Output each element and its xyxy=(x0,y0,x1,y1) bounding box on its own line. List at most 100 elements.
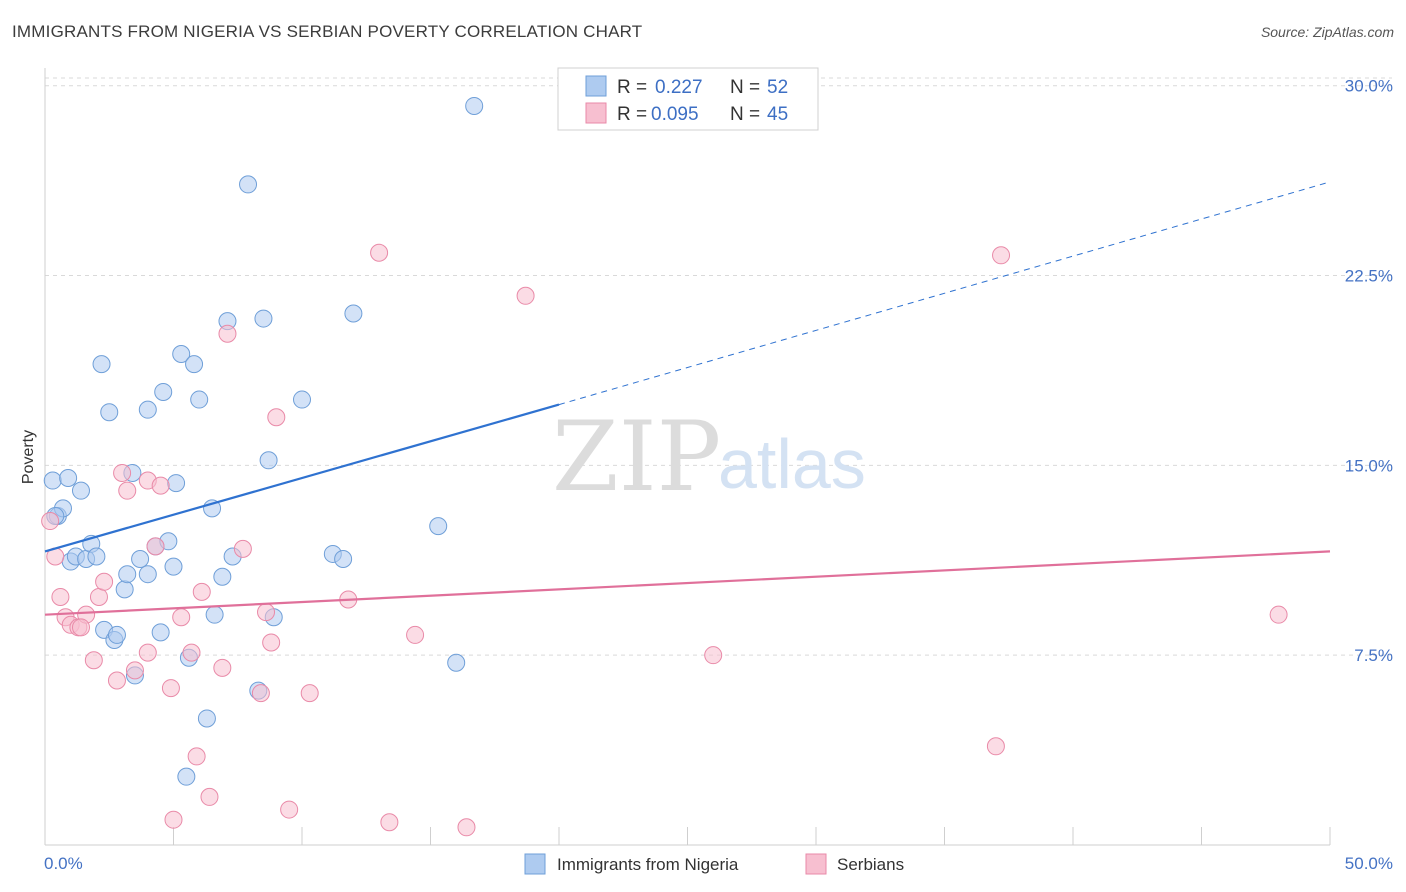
trend-lines xyxy=(44,181,1331,616)
serbian-point xyxy=(1269,605,1288,624)
bottom-legend: Immigrants from Nigeria Serbians xyxy=(524,853,904,875)
legend-n-label-serbian: N = xyxy=(730,104,760,125)
nigeria-point xyxy=(151,623,170,642)
serbian-point xyxy=(380,813,399,832)
nigeria-point xyxy=(167,474,186,493)
nigeria-point xyxy=(205,605,224,624)
nigeria-point xyxy=(131,550,150,569)
serbian-point xyxy=(280,800,299,819)
legend-n-value-nigeria: 52 xyxy=(767,77,788,98)
serbian-point xyxy=(71,618,90,637)
nigeria-point xyxy=(197,709,216,728)
nigeria-point xyxy=(138,400,157,419)
serbian-point xyxy=(107,671,126,690)
serbian-point xyxy=(257,603,276,622)
nigeria-point xyxy=(115,580,134,599)
nigeria-trend-extension xyxy=(558,181,1331,406)
x-tick-label: 50.0% xyxy=(1345,854,1393,873)
nigeria-point xyxy=(239,175,258,194)
nigeria-point xyxy=(447,653,466,672)
serbian-point xyxy=(262,633,281,652)
nigeria-point xyxy=(71,481,90,500)
serbian-point xyxy=(161,679,180,698)
nigeria-point xyxy=(213,567,232,586)
y-tick-label: 15.0% xyxy=(1345,456,1393,475)
watermark-zip: ZIP xyxy=(552,401,721,513)
serbian-point xyxy=(151,476,170,495)
nigeria-point xyxy=(87,547,106,566)
y-tick-label: 7.5% xyxy=(1354,646,1393,665)
serbian-point xyxy=(992,246,1011,265)
serbian-point xyxy=(200,787,219,806)
nigeria-point xyxy=(177,767,196,786)
serbian-point xyxy=(267,408,286,427)
serbian-point xyxy=(704,646,723,665)
serbian-point xyxy=(164,810,183,829)
gridlines xyxy=(45,77,1392,656)
serbian-point xyxy=(89,587,108,606)
serbian-point xyxy=(192,582,211,601)
y-tick-labels: 7.5% 15.0% 22.5% 30.0% xyxy=(1345,77,1393,665)
serbian-point xyxy=(457,818,476,837)
serbian-point xyxy=(986,737,1005,756)
serbian-point xyxy=(213,658,232,677)
nigeria-point xyxy=(59,469,78,488)
nigeria-point xyxy=(43,471,62,490)
nigeria-point xyxy=(118,565,137,584)
watermark: ZIP atlas xyxy=(552,401,866,513)
watermark-atlas: atlas xyxy=(718,425,866,503)
serbian-point xyxy=(172,608,191,627)
nigeria-point xyxy=(254,309,273,328)
x-ticks xyxy=(44,827,1331,845)
bottom-legend-swatch-nigeria xyxy=(524,853,546,875)
legend-swatch-serbian xyxy=(585,102,607,124)
nigeria-point xyxy=(164,557,183,576)
nigeria-point xyxy=(107,625,126,644)
nigeria-point xyxy=(154,382,173,401)
serbian-point xyxy=(218,324,237,343)
x-tick-labels: 0.0% 50.0% xyxy=(44,854,1393,873)
nigeria-point xyxy=(92,355,111,374)
serbian-point xyxy=(516,286,535,305)
nigeria-point xyxy=(138,565,157,584)
serbian-point xyxy=(41,512,60,531)
x-tick-label: 0.0% xyxy=(44,854,83,873)
legend-r-value-nigeria: 0.227 xyxy=(655,77,703,98)
serbian-point xyxy=(84,651,103,670)
bottom-legend-label-serbian: Serbians xyxy=(837,855,904,874)
serbian-point xyxy=(406,625,425,644)
serbian-point xyxy=(138,643,157,662)
nigeria-point xyxy=(259,451,278,470)
serbian-point xyxy=(95,572,114,591)
chart-source: Source: ZipAtlas.com xyxy=(1260,24,1394,40)
bottom-legend-label-nigeria: Immigrants from Nigeria xyxy=(557,855,739,874)
serbian-point xyxy=(233,539,252,558)
nigeria-point xyxy=(172,344,191,363)
serbian-point xyxy=(187,747,206,766)
serbian-point xyxy=(251,684,270,703)
legend-swatch-nigeria xyxy=(585,75,607,97)
serbian-trend-line xyxy=(44,550,1331,616)
nigeria-point xyxy=(293,390,311,409)
nigeria-point xyxy=(429,517,448,536)
top-legend: R = 0.227 N = 52 R = 0.095 N = 45 xyxy=(557,67,819,131)
serbian-point xyxy=(125,661,144,680)
nigeria-trend-line xyxy=(44,403,560,553)
serbian-point xyxy=(300,684,319,703)
nigeria-point xyxy=(334,550,353,569)
y-tick-label: 22.5% xyxy=(1345,267,1393,286)
nigeria-point xyxy=(344,304,363,323)
bottom-legend-swatch-serbian xyxy=(805,853,827,875)
serbian-point xyxy=(182,643,201,662)
nigeria-point xyxy=(185,355,204,374)
serbian-point xyxy=(370,243,389,262)
chart-title: IMMIGRANTS FROM NIGERIA VS SERBIAN POVER… xyxy=(12,22,643,41)
y-tick-label: 30.0% xyxy=(1345,77,1393,96)
nigeria-point xyxy=(190,390,209,409)
serbian-point xyxy=(113,463,132,482)
legend-r-value-serbian: 0.095 xyxy=(651,104,699,125)
legend-n-label-nigeria: N = xyxy=(730,77,760,98)
legend-r-label-serbian: R = xyxy=(617,104,647,125)
legend-n-value-serbian: 45 xyxy=(767,104,788,125)
